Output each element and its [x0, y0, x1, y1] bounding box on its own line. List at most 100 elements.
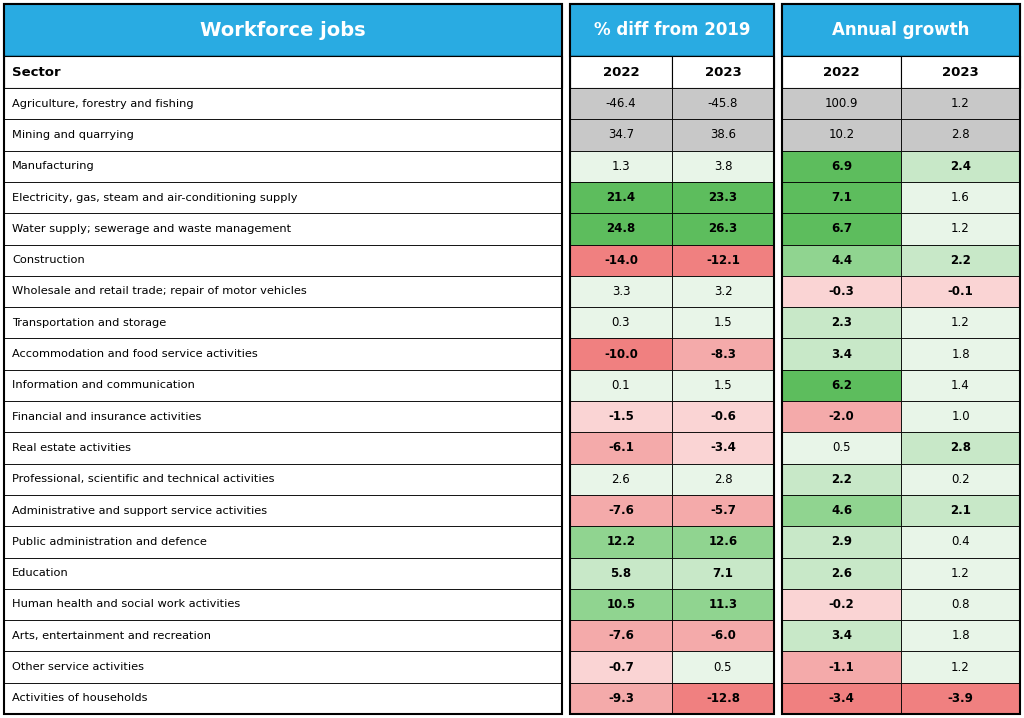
Text: 0.5: 0.5 — [833, 442, 851, 454]
Text: 1.2: 1.2 — [951, 97, 970, 110]
Bar — [782, 526, 901, 557]
Bar — [4, 401, 562, 432]
Bar — [570, 4, 774, 56]
Bar — [901, 338, 1020, 370]
Bar — [782, 307, 901, 338]
Bar — [570, 56, 672, 88]
Text: 1.2: 1.2 — [951, 316, 970, 330]
Bar — [901, 557, 1020, 589]
Text: 23.3: 23.3 — [709, 191, 737, 204]
Bar — [901, 245, 1020, 276]
Text: 0.2: 0.2 — [951, 472, 970, 486]
Bar — [672, 589, 774, 620]
Bar — [782, 620, 901, 651]
Bar — [782, 245, 901, 276]
Bar — [672, 526, 774, 557]
Text: 6.9: 6.9 — [830, 159, 852, 173]
Text: 10.5: 10.5 — [606, 598, 636, 611]
Text: Construction: Construction — [12, 255, 85, 265]
Text: Workforce jobs: Workforce jobs — [200, 21, 366, 39]
Bar — [782, 401, 901, 432]
Bar — [782, 557, 901, 589]
Bar — [570, 370, 672, 401]
Text: -2.0: -2.0 — [828, 410, 854, 423]
Text: 100.9: 100.9 — [824, 97, 858, 110]
Text: 6.7: 6.7 — [831, 223, 852, 236]
Bar — [570, 245, 672, 276]
Bar — [570, 119, 672, 151]
Bar — [901, 495, 1020, 526]
Bar — [901, 620, 1020, 651]
Bar — [570, 620, 672, 651]
Text: 21.4: 21.4 — [606, 191, 636, 204]
Bar — [4, 557, 562, 589]
Bar — [782, 88, 901, 119]
Text: 1.4: 1.4 — [951, 379, 970, 392]
Text: 2.3: 2.3 — [831, 316, 852, 330]
Text: 3.4: 3.4 — [831, 629, 852, 642]
Text: -0.7: -0.7 — [608, 661, 634, 673]
Text: 2.8: 2.8 — [950, 442, 971, 454]
Text: 1.5: 1.5 — [714, 379, 732, 392]
Bar — [901, 88, 1020, 119]
Bar — [570, 432, 672, 464]
Bar — [901, 370, 1020, 401]
Bar — [901, 683, 1020, 714]
Text: 7.1: 7.1 — [713, 567, 733, 579]
Bar — [782, 432, 901, 464]
Bar — [570, 464, 672, 495]
Text: -1.5: -1.5 — [608, 410, 634, 423]
Bar — [570, 276, 672, 307]
Bar — [782, 151, 901, 182]
Text: 6.2: 6.2 — [831, 379, 852, 392]
Text: 0.3: 0.3 — [611, 316, 630, 330]
Bar — [672, 276, 774, 307]
Text: Education: Education — [12, 568, 69, 578]
Bar — [570, 557, 672, 589]
Text: Human health and social work activities: Human health and social work activities — [12, 600, 241, 610]
Bar — [4, 651, 562, 683]
Bar — [570, 401, 672, 432]
Text: -0.3: -0.3 — [828, 285, 854, 298]
Text: -45.8: -45.8 — [708, 97, 738, 110]
Text: 2.9: 2.9 — [831, 536, 852, 549]
Bar — [782, 182, 901, 213]
Text: 7.1: 7.1 — [831, 191, 852, 204]
Bar — [782, 4, 1020, 714]
Text: Other service activities: Other service activities — [12, 662, 144, 672]
Bar — [4, 4, 562, 714]
Text: Information and communication: Information and communication — [12, 381, 195, 391]
Text: 34.7: 34.7 — [608, 129, 634, 141]
Text: 0.4: 0.4 — [951, 536, 970, 549]
Text: 24.8: 24.8 — [606, 223, 636, 236]
Bar — [901, 56, 1020, 88]
Bar — [570, 4, 774, 714]
Bar — [570, 88, 672, 119]
Bar — [901, 119, 1020, 151]
Text: 2022: 2022 — [823, 65, 860, 78]
Text: -7.6: -7.6 — [608, 504, 634, 517]
Text: -1.1: -1.1 — [828, 661, 854, 673]
Text: Sector: Sector — [12, 65, 60, 78]
Bar — [901, 589, 1020, 620]
Text: Wholesale and retail trade; repair of motor vehicles: Wholesale and retail trade; repair of mo… — [12, 286, 307, 297]
Bar — [672, 620, 774, 651]
Bar — [570, 151, 672, 182]
Bar — [4, 119, 562, 151]
Text: 1.2: 1.2 — [951, 567, 970, 579]
Text: 1.6: 1.6 — [951, 191, 970, 204]
Text: 2023: 2023 — [942, 65, 979, 78]
Bar — [4, 307, 562, 338]
Text: 2.6: 2.6 — [831, 567, 852, 579]
Bar — [4, 620, 562, 651]
Bar — [672, 464, 774, 495]
Bar — [782, 651, 901, 683]
Bar — [4, 276, 562, 307]
Bar — [782, 683, 901, 714]
Bar — [672, 370, 774, 401]
Bar — [4, 526, 562, 557]
Bar — [672, 557, 774, 589]
Text: Annual growth: Annual growth — [833, 21, 970, 39]
Text: 5.8: 5.8 — [610, 567, 632, 579]
Bar — [672, 338, 774, 370]
